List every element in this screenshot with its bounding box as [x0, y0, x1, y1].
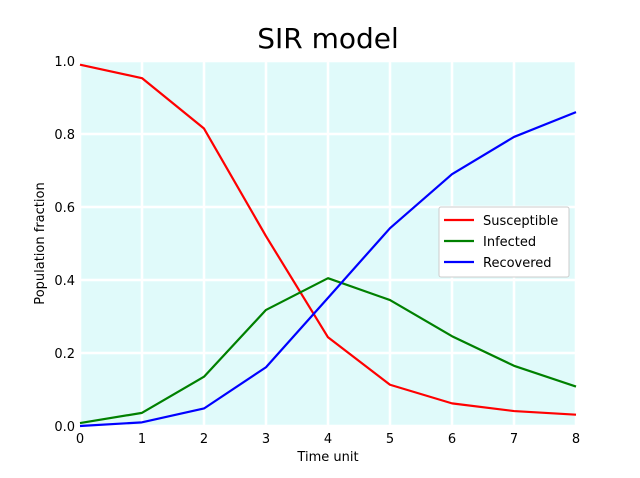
legend-label-recovered: Recovered	[483, 256, 552, 271]
x-tick-label-6: 6	[448, 432, 456, 447]
series-lines	[79, 63, 577, 428]
x-tick-label-2: 2	[200, 432, 208, 447]
x-tick-label-5: 5	[386, 432, 394, 447]
y-tick-label-5: 1.0	[54, 55, 75, 70]
x-tick-label-7: 7	[510, 432, 518, 447]
x-tick-label-4: 4	[324, 432, 332, 447]
series-line-recovered	[79, 111, 577, 428]
legend: Susceptible Infected Recovered	[438, 206, 570, 278]
y-tick-label-4: 0.8	[54, 128, 75, 143]
x-tick-label-8: 8	[572, 432, 580, 447]
tick-labels: 0 1 2 3 4 5 6 7 8 0.0 0.2 0.4 0.6 0.8 1.0	[54, 55, 580, 447]
x-tick-label-0: 0	[76, 432, 84, 447]
legend-label-infected: Infected	[483, 235, 536, 250]
series-line-susceptible	[79, 63, 577, 416]
legend-frame	[438, 206, 570, 278]
grid-lines	[78, 59, 578, 428]
y-axis-label: Population fraction	[33, 182, 48, 304]
y-tick-label-0: 0.0	[54, 420, 75, 435]
y-tick-label-3: 0.6	[54, 201, 75, 216]
series-line-infected	[79, 277, 577, 425]
chart-title: SIR model	[257, 22, 399, 55]
legend-label-susceptible: Susceptible	[483, 214, 558, 229]
x-tick-label-1: 1	[138, 432, 146, 447]
y-tick-label-2: 0.4	[54, 274, 75, 289]
y-tick-label-1: 0.2	[54, 347, 75, 362]
x-tick-label-3: 3	[262, 432, 270, 447]
x-axis-label: Time unit	[296, 450, 358, 465]
